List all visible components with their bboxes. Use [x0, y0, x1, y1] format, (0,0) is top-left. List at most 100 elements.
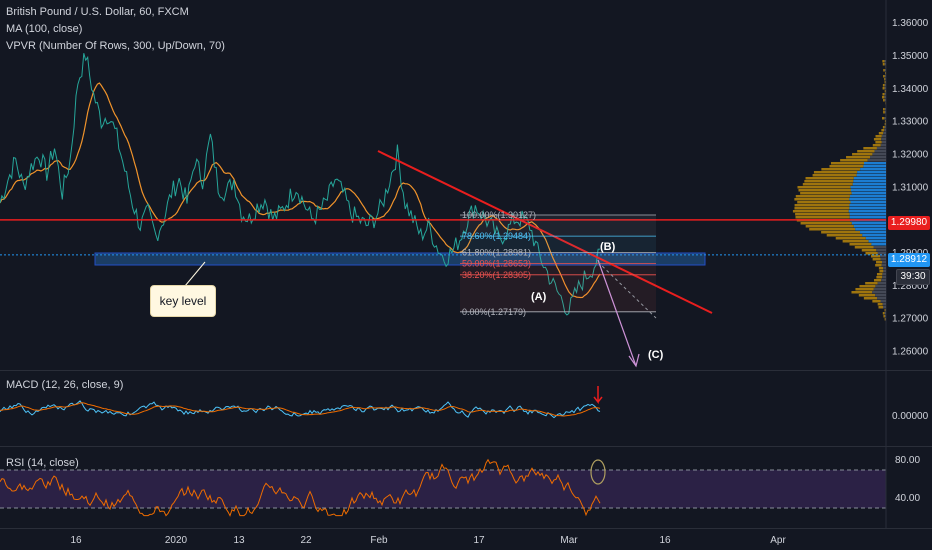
- vpvr-bar-down: [805, 177, 854, 180]
- vpvr-bar-up: [884, 84, 886, 87]
- vpvr-bar-down: [842, 240, 869, 243]
- time-tick-label: 2020: [165, 535, 188, 546]
- vpvr-bar-down: [821, 231, 861, 234]
- macd-line: [0, 400, 601, 419]
- vpvr-bar-up: [881, 264, 886, 267]
- vpvr-bar-up: [874, 150, 886, 153]
- projection-arrow: [597, 259, 637, 367]
- vpvr-bar-up: [884, 108, 886, 111]
- vpvr-bar-up: [852, 183, 886, 186]
- macd-legend: MACD (12, 26, close, 9): [6, 379, 124, 391]
- vpvr-bar-up: [885, 318, 886, 321]
- vpvr-bar-up: [875, 285, 886, 288]
- pane-separator-time: [0, 528, 932, 529]
- vpvr-bar-up: [862, 234, 886, 237]
- rsi-highlight-ellipse: [590, 459, 606, 485]
- vpvr-bar-down: [879, 270, 884, 273]
- vpvr-bar-down: [874, 279, 882, 282]
- time-tick-label: 16: [659, 535, 671, 546]
- vpvr-bar-down: [794, 204, 850, 207]
- vpvr-bar-up: [883, 267, 886, 270]
- vpvr-bar-up: [855, 228, 886, 231]
- vpvr-bar-up: [882, 303, 886, 306]
- vpvr-bar-up: [849, 207, 886, 210]
- vpvr-bar-down: [863, 297, 878, 300]
- vpvr-bar-up: [872, 291, 886, 294]
- vpvr-bar-down: [804, 180, 854, 183]
- vpvr-bar-down: [840, 159, 868, 162]
- vpvr-bar-down: [884, 309, 886, 312]
- vpvr-bar-down: [851, 291, 873, 294]
- vpvr-bar-up: [850, 186, 886, 189]
- vpvr-bar-down: [794, 198, 850, 201]
- price-tick-label: 1.33000: [892, 117, 929, 128]
- vpvr-bar-up: [857, 171, 886, 174]
- price-tick-label: 1.34000: [892, 84, 929, 95]
- macd-zero-tick: 0.00000: [892, 411, 929, 422]
- time-tick-label: Feb: [370, 535, 388, 546]
- vpvr-bar-down: [883, 315, 885, 318]
- vpvr-bar-up: [871, 243, 886, 246]
- vpvr-bar-down: [813, 171, 858, 174]
- vpvr-bar-up: [868, 240, 886, 243]
- price-tick-label: 1.26000: [892, 347, 929, 358]
- fib-zone: [460, 236, 656, 253]
- vpvr-bar-down: [885, 72, 886, 75]
- vpvr-bar-up: [884, 93, 886, 96]
- vpvr-bar-down: [882, 117, 885, 120]
- vpvr-bar-down: [821, 168, 861, 171]
- vpvr-bar-up: [880, 255, 886, 258]
- current-price-tag: 1.28912: [888, 253, 930, 267]
- vpvr-bar-down: [876, 276, 883, 279]
- vpvr-bar-down: [883, 69, 885, 72]
- chart-title: British Pound / U.S. Dollar, 60, FXCM: [6, 6, 189, 18]
- time-tick-label: 17: [473, 535, 485, 546]
- vpvr-bar-up: [850, 189, 886, 192]
- downtrend-line: [377, 150, 713, 314]
- vpvr-bar-up: [882, 273, 886, 276]
- vpvr-bar-up: [873, 288, 886, 291]
- vpvr-bar-down: [800, 192, 852, 195]
- vpvr-bar-down: [872, 144, 881, 147]
- fib-zone: [460, 215, 656, 237]
- time-tick-label: Mar: [560, 535, 578, 546]
- fibonacci-retracement: 100.00%(1.30127) 78.60%(1.29484) 61.80%(1.…: [460, 210, 656, 317]
- vpvr-bar-up: [884, 60, 886, 63]
- rsi-80-tick: 80.00: [895, 455, 921, 466]
- vpvr-bar-up: [849, 198, 886, 201]
- vpvr-bar-down: [865, 282, 878, 285]
- price-tick-label: 1.27000: [892, 314, 929, 325]
- vpvr-bar-up: [882, 276, 886, 279]
- vpvr-bar-up: [884, 315, 886, 318]
- volume-profile: [792, 60, 886, 321]
- vpvr-bar-up: [884, 87, 886, 90]
- vpvr-bar-down: [855, 288, 874, 291]
- vpvr-bar-up: [884, 75, 886, 78]
- vpvr-bar-down: [872, 258, 881, 261]
- vpvr-bar-down: [826, 234, 863, 237]
- vpvr-bar-up: [865, 237, 886, 240]
- resistance-price-tag: 1.29980: [888, 216, 930, 230]
- vpvr-bar-down: [876, 261, 883, 264]
- vpvr-bar-up: [856, 174, 886, 177]
- vpvr-bar-down: [884, 123, 886, 126]
- callout-pointer: [184, 261, 206, 287]
- vpvr-bar-down: [875, 135, 882, 138]
- vpvr-bar-up: [885, 81, 886, 84]
- rsi-40-tick: 40.00: [895, 493, 921, 504]
- vpvr-bar-down: [859, 285, 876, 288]
- fib-level-label: 50.00%(1.28653): [462, 258, 531, 268]
- vpvr-bar-down: [849, 243, 872, 246]
- vpvr-bar-down: [805, 225, 854, 228]
- vpvr-bar-down: [884, 81, 886, 84]
- vpvr-bar-down: [809, 228, 856, 231]
- vpvr-bar-up: [877, 297, 886, 300]
- vpvr-bar-up: [884, 126, 886, 129]
- vpvr-bar-down: [802, 183, 853, 186]
- vpvr-bar-down: [883, 75, 885, 78]
- vpvr-bar-up: [877, 252, 886, 255]
- pane-separator-rsi: [0, 446, 932, 447]
- vpvr-bar-down: [884, 90, 886, 93]
- fib-level-label: 78.60%(1.29484): [462, 231, 531, 241]
